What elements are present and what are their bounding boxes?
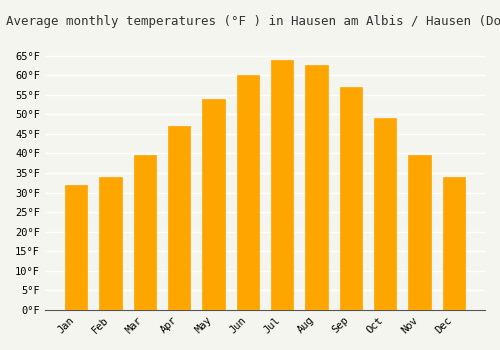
Bar — [271, 60, 293, 310]
Bar — [168, 126, 190, 310]
Bar — [340, 87, 362, 310]
Bar — [99, 177, 122, 310]
Bar — [236, 75, 259, 310]
Bar — [65, 185, 87, 310]
Bar — [202, 99, 224, 310]
Bar — [306, 65, 328, 310]
Bar — [374, 118, 396, 310]
Bar — [442, 177, 465, 310]
Bar — [408, 155, 430, 310]
Bar — [134, 155, 156, 310]
Title: Average monthly temperatures (°F ) in Hausen am Albis / Hausen (Dorf): Average monthly temperatures (°F ) in Ha… — [6, 15, 500, 28]
